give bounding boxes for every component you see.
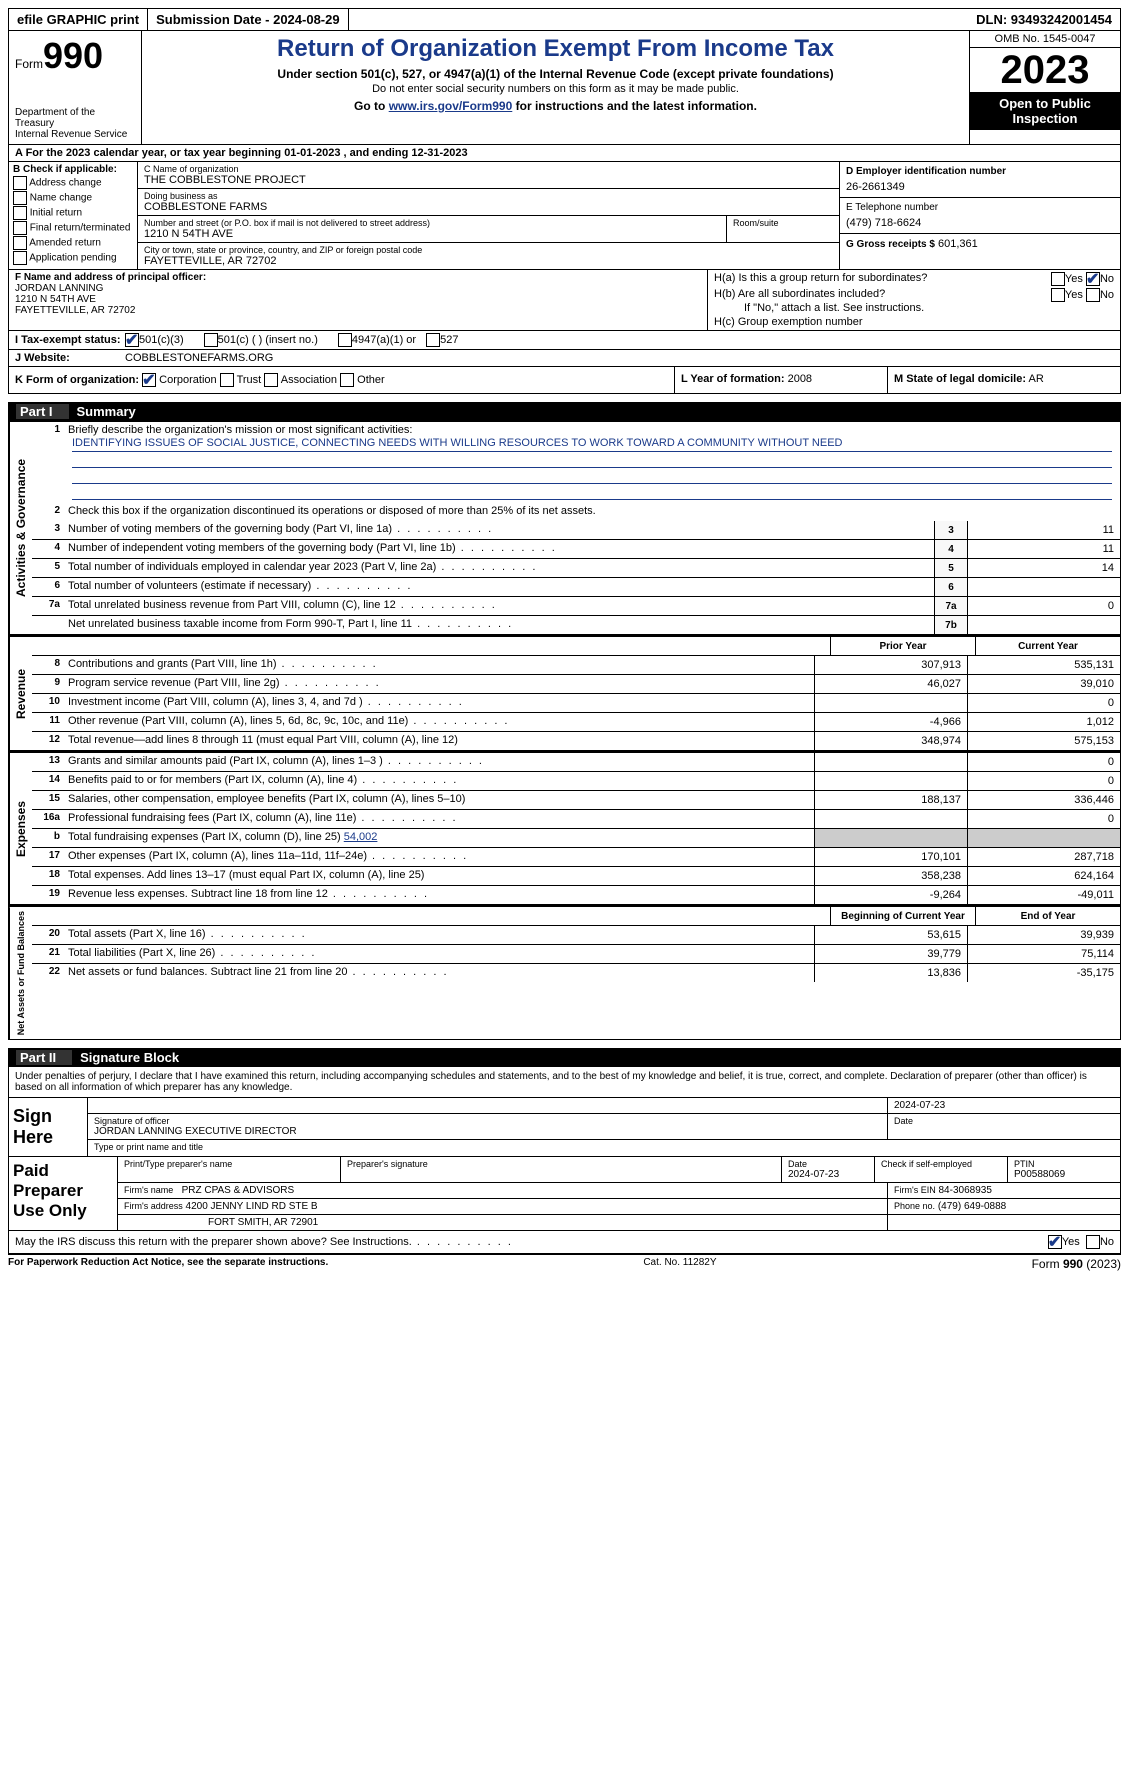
row-j: J Website: COBBLESTONEFARMS.ORG [8, 350, 1121, 367]
form-title: Return of Organization Exempt From Incom… [150, 35, 961, 63]
topbar: efile GRAPHIC print Submission Date - 20… [8, 8, 1121, 31]
domicile-state: AR [1028, 373, 1043, 385]
submission-date: Submission Date - 2024-08-29 [148, 9, 349, 30]
ptin: P00588069 [1014, 1169, 1114, 1180]
firm-name: PRZ CPAS & ADVISORS [182, 1185, 295, 1196]
irs-link[interactable]: www.irs.gov/Form990 [389, 99, 513, 113]
officer-name: JORDAN LANNING [15, 283, 701, 294]
dln: DLN: 93493242001454 [968, 9, 1120, 30]
part-2-header: Part II Signature Block [8, 1048, 1121, 1067]
subtitle-1: Under section 501(c), 527, or 4947(a)(1)… [150, 67, 961, 81]
ein: 26-2661349 [846, 181, 1114, 193]
box-de: D Employer identification number 26-2661… [839, 162, 1120, 269]
officer-signature: JORDAN LANNING EXECUTIVE DIRECTOR [94, 1126, 881, 1137]
firm-ein: 84-3068935 [939, 1185, 992, 1196]
identity-grid: B Check if applicable: Address change Na… [8, 162, 1121, 270]
box-b: B Check if applicable: Address change Na… [9, 162, 138, 269]
row-a: A For the 2023 calendar year, or tax yea… [8, 145, 1121, 162]
org-name: THE COBBLESTONE PROJECT [144, 174, 833, 186]
tax-year: 2023 [970, 48, 1120, 92]
summary-revenue: Revenue Prior YearCurrent Year 8Contribu… [8, 635, 1121, 751]
mission-text: IDENTIFYING ISSUES OF SOCIAL JUSTICE, CO… [72, 437, 1112, 452]
subtitle-3: Go to www.irs.gov/Form990 for instructio… [150, 99, 961, 113]
summary-ag: Activities & Governance 1 Briefly descri… [8, 421, 1121, 635]
form-header: Form990 Department of the Treasury Inter… [8, 31, 1121, 145]
gross-receipts: 601,361 [938, 238, 978, 250]
footer: For Paperwork Reduction Act Notice, see … [8, 1254, 1121, 1273]
omb-number: OMB No. 1545-0047 [970, 31, 1120, 48]
street-address: 1210 N 54TH AVE [144, 228, 720, 240]
subtitle-2: Do not enter social security numbers on … [150, 83, 961, 95]
open-public: Open to Public Inspection [970, 92, 1120, 130]
summary-netassets: Net Assets or Fund Balances Beginning of… [8, 905, 1121, 1040]
signature-block: Under penalties of perjury, I declare th… [8, 1067, 1121, 1254]
website: COBBLESTONEFARMS.ORG [125, 352, 273, 364]
form-number: Form990 [15, 35, 135, 77]
year-formation: 2008 [788, 373, 812, 385]
dba: COBBLESTONE FARMS [144, 201, 833, 213]
city-state-zip: FAYETTEVILLE, AR 72702 [144, 255, 833, 267]
efile-label: efile GRAPHIC print [9, 9, 148, 30]
department: Department of the Treasury Internal Reve… [15, 107, 135, 140]
firm-phone: (479) 649-0888 [938, 1201, 1006, 1212]
box-c: C Name of organization THE COBBLESTONE P… [138, 162, 839, 269]
summary-expenses: Expenses 13Grants and similar amounts pa… [8, 751, 1121, 905]
row-klm: K Form of organization: Corporation Trus… [8, 367, 1121, 394]
row-fh: F Name and address of principal officer:… [8, 270, 1121, 331]
part-1-header: Part I Summary [8, 402, 1121, 421]
phone: (479) 718-6624 [846, 217, 1114, 229]
row-i: I Tax-exempt status: 501(c)(3) 501(c) ( … [8, 331, 1121, 350]
